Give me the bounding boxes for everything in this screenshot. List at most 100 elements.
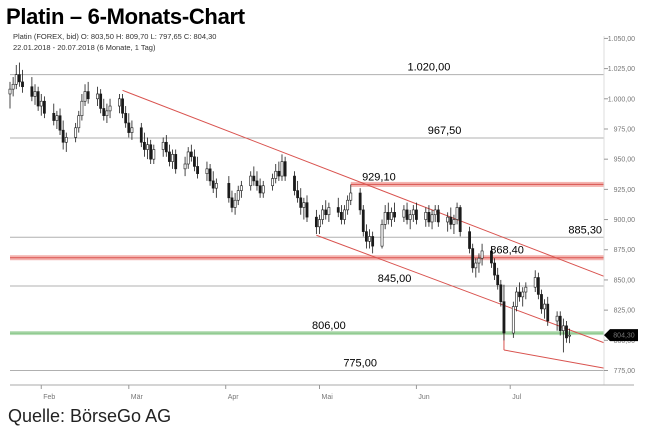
candle-body bbox=[36, 91, 40, 107]
candle-body bbox=[280, 161, 284, 177]
candle-body bbox=[524, 286, 528, 293]
candle-body bbox=[274, 170, 278, 179]
candle-body bbox=[139, 127, 143, 143]
y-tick-label: 975,00 bbox=[614, 126, 636, 133]
candle-body bbox=[361, 209, 365, 232]
candle-body bbox=[458, 207, 462, 232]
candle-body bbox=[252, 175, 256, 182]
y-tick-label: 775,00 bbox=[614, 368, 636, 375]
level-label: 845,00 bbox=[378, 273, 412, 285]
candle-body bbox=[327, 207, 331, 216]
candle-body bbox=[283, 161, 287, 177]
candle-body bbox=[99, 93, 103, 109]
candle-body bbox=[211, 180, 215, 189]
candle-body bbox=[161, 141, 165, 150]
candle-body bbox=[105, 110, 109, 117]
candle-body bbox=[515, 291, 518, 307]
candle-body bbox=[239, 185, 243, 191]
candle-body bbox=[430, 214, 434, 223]
candle-body bbox=[64, 137, 68, 143]
level-label: 1.020,00 bbox=[408, 62, 451, 74]
y-tick-label: 825,00 bbox=[614, 308, 636, 315]
candle-body bbox=[349, 192, 353, 201]
y-tick-label: 1.025,00 bbox=[608, 66, 635, 73]
candle-body bbox=[343, 209, 346, 220]
candle-body bbox=[17, 74, 21, 83]
candle-body bbox=[186, 151, 190, 165]
candle-body bbox=[255, 180, 259, 187]
candle-body bbox=[196, 166, 199, 174]
candle-body bbox=[183, 163, 187, 170]
candle-body bbox=[371, 236, 375, 247]
candle-body bbox=[493, 262, 496, 276]
candle-body bbox=[561, 325, 565, 331]
candle-body bbox=[546, 303, 550, 322]
y-axis: 775,00 800,00 825,00 850,00 875,00 900,00 925,… bbox=[603, 36, 636, 385]
candle-body bbox=[86, 91, 90, 100]
y-tick-label: 925,00 bbox=[614, 187, 636, 194]
candlesticks bbox=[8, 62, 572, 353]
candle-body bbox=[61, 129, 65, 143]
candle-body bbox=[21, 81, 24, 88]
candle-body bbox=[346, 199, 350, 211]
level-label: 868,40 bbox=[490, 245, 524, 257]
candle-body bbox=[474, 262, 478, 269]
level-label: 885,30 bbox=[568, 224, 602, 236]
candle-body bbox=[11, 84, 15, 90]
candle-body bbox=[455, 207, 459, 220]
candle-body bbox=[233, 199, 237, 208]
candle-body bbox=[230, 197, 234, 208]
candle-body bbox=[30, 86, 34, 97]
y-tick-label: 900,00 bbox=[614, 217, 636, 224]
candle-body bbox=[302, 202, 306, 208]
candle-body bbox=[411, 209, 415, 216]
candle-body bbox=[496, 274, 500, 286]
candle-body bbox=[402, 209, 406, 218]
candle-body bbox=[543, 303, 547, 310]
candle-body bbox=[433, 209, 437, 216]
candle-body bbox=[8, 88, 12, 95]
last-price-label: 804,30 bbox=[613, 333, 635, 340]
candle-body bbox=[518, 291, 521, 298]
candle-body bbox=[149, 144, 153, 160]
candle-body bbox=[368, 236, 371, 242]
candle-body bbox=[471, 248, 475, 269]
candle-body bbox=[405, 209, 409, 220]
x-tick-label: Mär bbox=[131, 394, 144, 401]
candle-body bbox=[424, 212, 428, 220]
candle-body bbox=[96, 93, 99, 100]
candle-body bbox=[390, 212, 393, 220]
y-tick-label: 1.000,00 bbox=[608, 96, 635, 103]
candle-body bbox=[146, 144, 149, 150]
candle-body bbox=[436, 209, 440, 223]
last-price-marker bbox=[604, 329, 638, 342]
x-tick-label: Feb bbox=[43, 394, 55, 401]
y-tick-label: 1.050,00 bbox=[608, 36, 635, 43]
candle-body bbox=[490, 250, 493, 264]
candle-body bbox=[52, 112, 56, 121]
trend-channel bbox=[122, 89, 605, 369]
candle-body bbox=[193, 156, 196, 167]
candle-body bbox=[555, 315, 559, 322]
candle-body bbox=[102, 108, 106, 117]
level-label: 967,50 bbox=[428, 125, 462, 137]
candle-body bbox=[118, 98, 121, 107]
candle-body bbox=[502, 301, 506, 334]
candle-body bbox=[258, 185, 262, 194]
candle-body bbox=[521, 291, 525, 298]
candle-body bbox=[174, 154, 178, 170]
candle-body bbox=[336, 207, 340, 213]
candle-body bbox=[393, 212, 396, 218]
level-labels: 1.020,00 967,50 929,10 885,30 868,40 845,00 80… bbox=[312, 62, 602, 370]
candle-body bbox=[536, 277, 540, 295]
candle-body bbox=[83, 91, 87, 102]
x-tick-label: Jul bbox=[512, 394, 521, 401]
x-axis: Feb Mär Apr Mai Jun Jul bbox=[10, 384, 634, 401]
y-tick-label: 850,00 bbox=[614, 277, 636, 284]
candle-body bbox=[271, 178, 275, 187]
candle-body bbox=[14, 74, 18, 85]
candle-body bbox=[449, 216, 453, 225]
candle-body bbox=[305, 202, 309, 218]
